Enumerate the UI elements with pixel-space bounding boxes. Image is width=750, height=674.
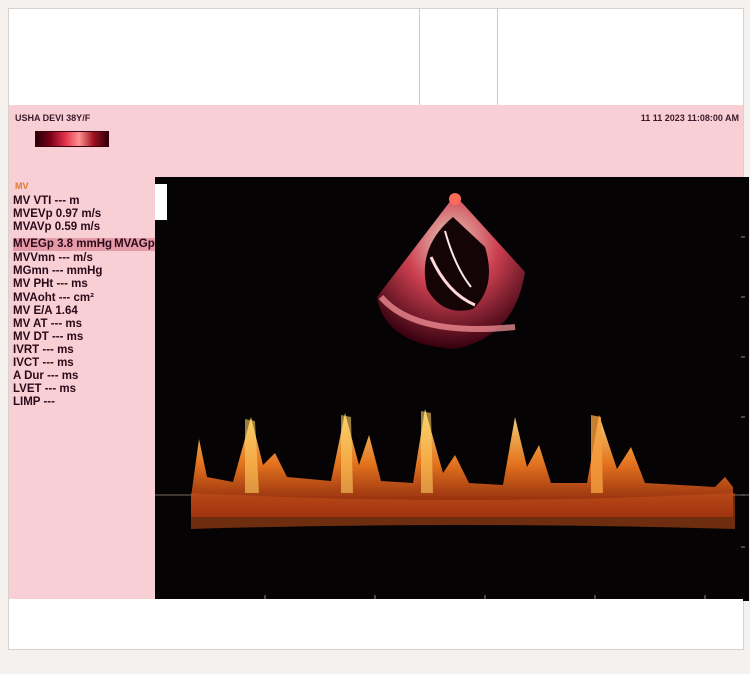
measurement-item: MV AT --- ms bbox=[13, 317, 82, 330]
measurement-item: MVAVp 0.59 m/s bbox=[13, 221, 101, 234]
measurement-item: A Dur --- ms bbox=[13, 370, 79, 383]
measurement-item: MV E/A 1.64 bbox=[13, 304, 78, 317]
measurement-item: MVEGp 3.8 mmHg bbox=[13, 238, 115, 252]
time-scale bbox=[264, 595, 706, 599]
measurement-item: IVCT --- ms bbox=[13, 357, 74, 370]
measurement-item: LIMP --- bbox=[13, 396, 55, 409]
doppler-waveform bbox=[191, 409, 735, 529]
measurement-item: MV VTI --- m bbox=[13, 195, 80, 207]
gain-indicator bbox=[155, 184, 167, 220]
ultrasound-image bbox=[155, 193, 749, 599]
ultrasound-display bbox=[155, 177, 749, 601]
measurement-item: MVEVp 0.97 m/s bbox=[13, 208, 102, 221]
measurement-item: MV PHt --- ms bbox=[13, 278, 88, 291]
measurement-panel bbox=[9, 187, 157, 607]
measurement-item: IVRT --- ms bbox=[13, 343, 74, 356]
exam-datetime: 11 11 2023 11:08:00 AM bbox=[640, 113, 739, 123]
measurement-item: MGmn --- mmHg bbox=[13, 265, 103, 278]
measurement-item: MV DT --- ms bbox=[13, 330, 84, 343]
measurement-item: MVVmn --- m/s bbox=[13, 252, 93, 265]
measurement-item: LVET --- ms bbox=[13, 383, 77, 396]
header-band bbox=[9, 105, 743, 187]
velocity-scale bbox=[741, 236, 745, 548]
color-scale-bar bbox=[35, 131, 109, 147]
patient-name: USHA DEVI 38Y/F bbox=[15, 113, 91, 123]
echo-sector-image bbox=[377, 193, 525, 349]
measurement-heading: MV bbox=[15, 181, 29, 191]
bottom-margin bbox=[9, 599, 743, 649]
printout-page: USHA DEVI 38Y/F 11 11 2023 11:08:00 AM M… bbox=[8, 8, 749, 650]
measurement-item: MVAoht --- cm² bbox=[13, 291, 94, 304]
